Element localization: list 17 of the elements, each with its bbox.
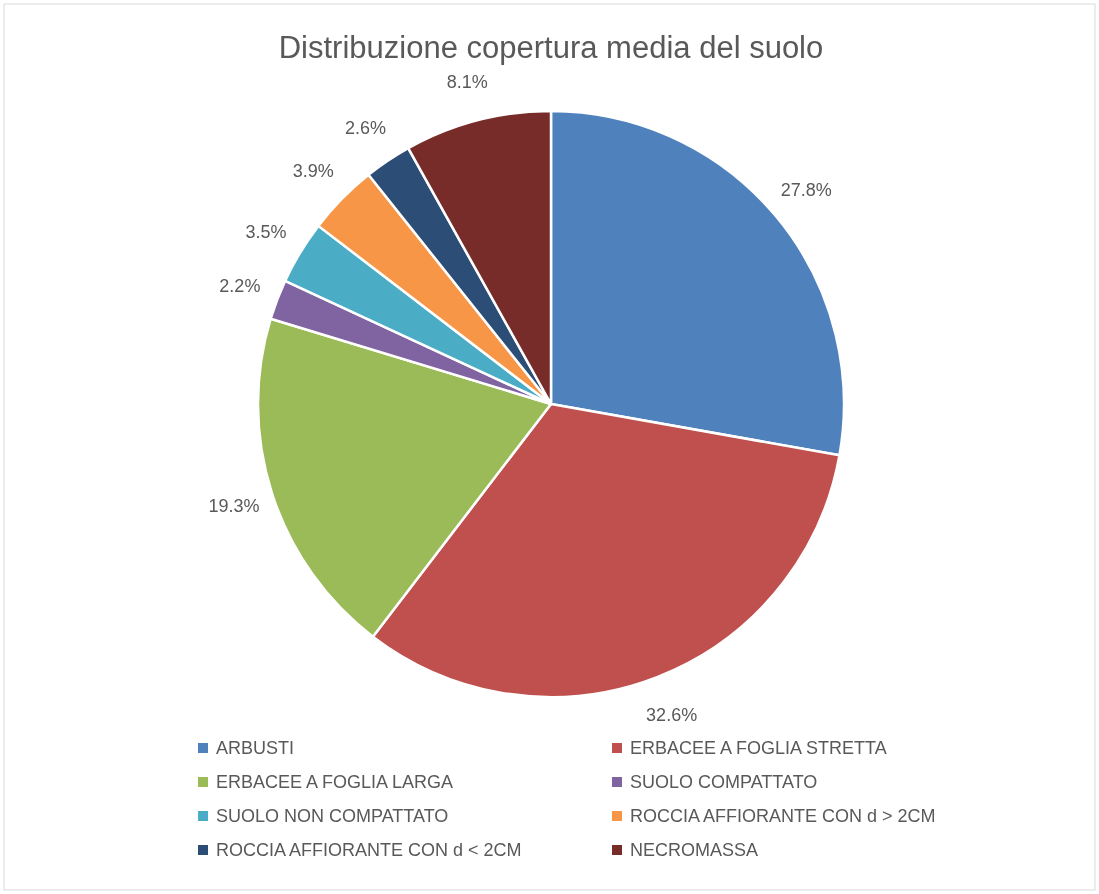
legend-label: NECROMASSA [630,840,759,861]
data-label: 3.5% [245,222,287,243]
legend-label: SUOLO NON COMPATTATO [216,806,449,827]
data-label: 8.1% [446,72,488,93]
legend-label: ROCCIA AFFIORANTE CON d < 2CM [216,840,522,861]
legend-label: ROCCIA AFFIORANTE CON d > 2CM [630,806,936,827]
data-label: 27.8% [780,180,832,201]
data-label: 32.6% [646,704,698,725]
legend-label: SUOLO COMPATTATO [630,772,818,793]
chart-title: Distribuzione copertura media del suolo [278,30,824,65]
data-label: 2.2% [219,275,261,296]
legend-label: ERBACEE A FOGLIA STRETTA [630,738,887,759]
legend-label: ARBUSTI [216,738,295,759]
legend-label: ERBACEE A FOGLIA LARGA [216,772,454,793]
data-label: 3.9% [292,161,334,182]
data-label: 19.3% [208,496,260,517]
data-label: 2.6% [345,117,387,138]
